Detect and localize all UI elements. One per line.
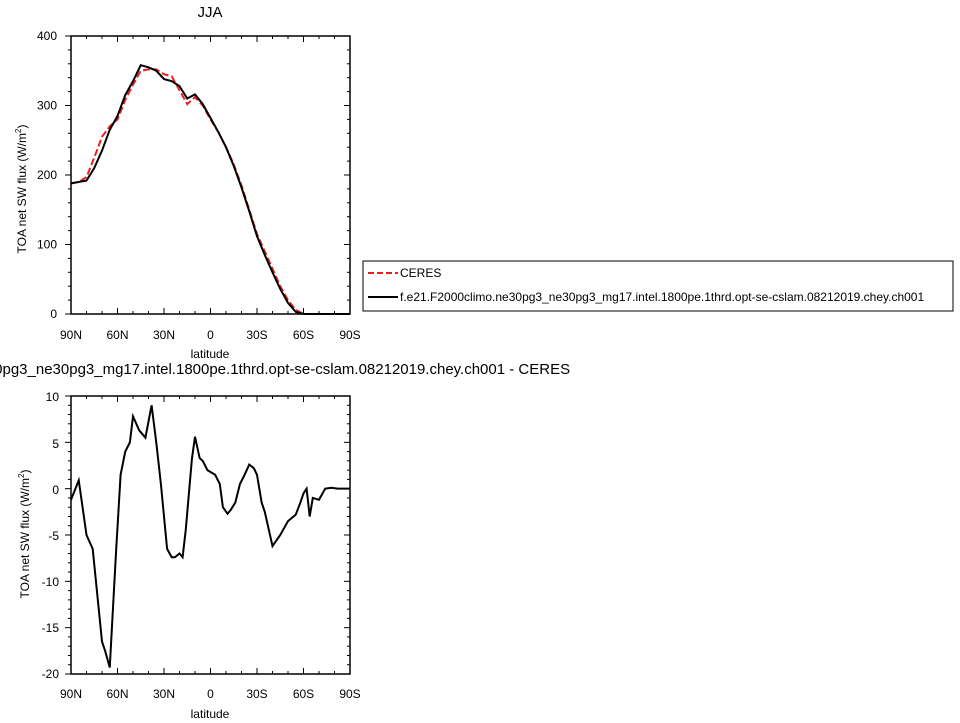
top-x-tick-label-90n: 90N [60, 328, 82, 342]
top-panel-tick-labels: 90N 60N 30N 0 30S 60S 90S 0 100 200 300 … [37, 29, 361, 342]
top-y-tick-label-0: 0 [50, 307, 57, 321]
bottom-y-tick-label-minus15: -15 [42, 621, 60, 635]
bottom-panel-plot-frame [70, 395, 351, 675]
top-y-tick-label-200: 200 [37, 168, 57, 182]
bottom-x-tick-label-90s: 90S [339, 687, 360, 701]
top-x-tick-label-30n: 30N [153, 328, 175, 342]
bottom-y-tick-label-minus10: -10 [42, 575, 60, 589]
bottom-panel-title: f.e21.F2000climo.ne30pg3_ne30pg3_mg17.in… [0, 361, 570, 378]
bottom-x-tick-label-0: 0 [207, 687, 214, 701]
bottom-y-tick-label-5: 5 [52, 437, 59, 451]
bottom-x-tick-label-30n: 30N [153, 687, 175, 701]
legend-label-model: f.e21.F2000climo.ne30pg3_ne30pg3_mg17.in… [400, 290, 924, 304]
top-panel-ticks [65, 35, 351, 315]
bottom-x-tick-label-30s: 30S [246, 687, 267, 701]
bottom-panel: f.e21.F2000climo.ne30pg3_ne30pg3_mg17.in… [0, 361, 570, 721]
top-panel-y-axis-label: TOA net SW flux (W/m2) [14, 125, 29, 254]
bottom-y-tick-label-10: 10 [46, 390, 60, 404]
bottom-x-tick-label-60n: 60N [106, 687, 128, 701]
model-series-line [70, 64, 350, 315]
top-panel-x-axis-label: latitude [191, 347, 230, 361]
top-x-tick-label-90s: 90S [339, 328, 360, 342]
bottom-y-tick-label-minus5: -5 [48, 529, 59, 543]
legend-box [362, 260, 954, 312]
top-x-tick-label-60n: 60N [106, 328, 128, 342]
bottom-panel-ticks [65, 395, 351, 675]
legend-label-ceres: CERES [400, 266, 441, 280]
top-y-tick-label-100: 100 [37, 238, 57, 252]
top-y-tick-label-400: 400 [37, 29, 57, 43]
top-x-tick-label-0: 0 [207, 328, 214, 342]
legend: CERES f.e21.F2000climo.ne30pg3_ne30pg3_m… [362, 260, 954, 312]
bottom-y-tick-label-minus20: -20 [42, 667, 60, 681]
bottom-x-tick-label-60s: 60S [293, 687, 314, 701]
difference-series-line [70, 405, 350, 668]
ceres-series-line [70, 68, 350, 315]
top-y-tick-label-300: 300 [37, 99, 57, 113]
bottom-y-tick-label-0: 0 [52, 483, 59, 497]
top-x-tick-label-30s: 30S [246, 328, 267, 342]
bottom-panel-y-axis-label: TOA net SW flux (W/m2) [17, 470, 32, 599]
top-panel: JJA TOA net SW flux (W/m2) latitude 90N … [14, 4, 361, 361]
bottom-panel-x-axis-label: latitude [191, 707, 230, 721]
top-x-tick-label-60s: 60S [293, 328, 314, 342]
bottom-panel-tick-labels: 90N 60N 30N 0 30S 60S 90S -20 -15 -10 -5… [42, 390, 361, 701]
bottom-x-tick-label-90n: 90N [60, 687, 82, 701]
top-panel-title: JJA [197, 4, 222, 21]
top-panel-plot-frame [70, 35, 351, 315]
